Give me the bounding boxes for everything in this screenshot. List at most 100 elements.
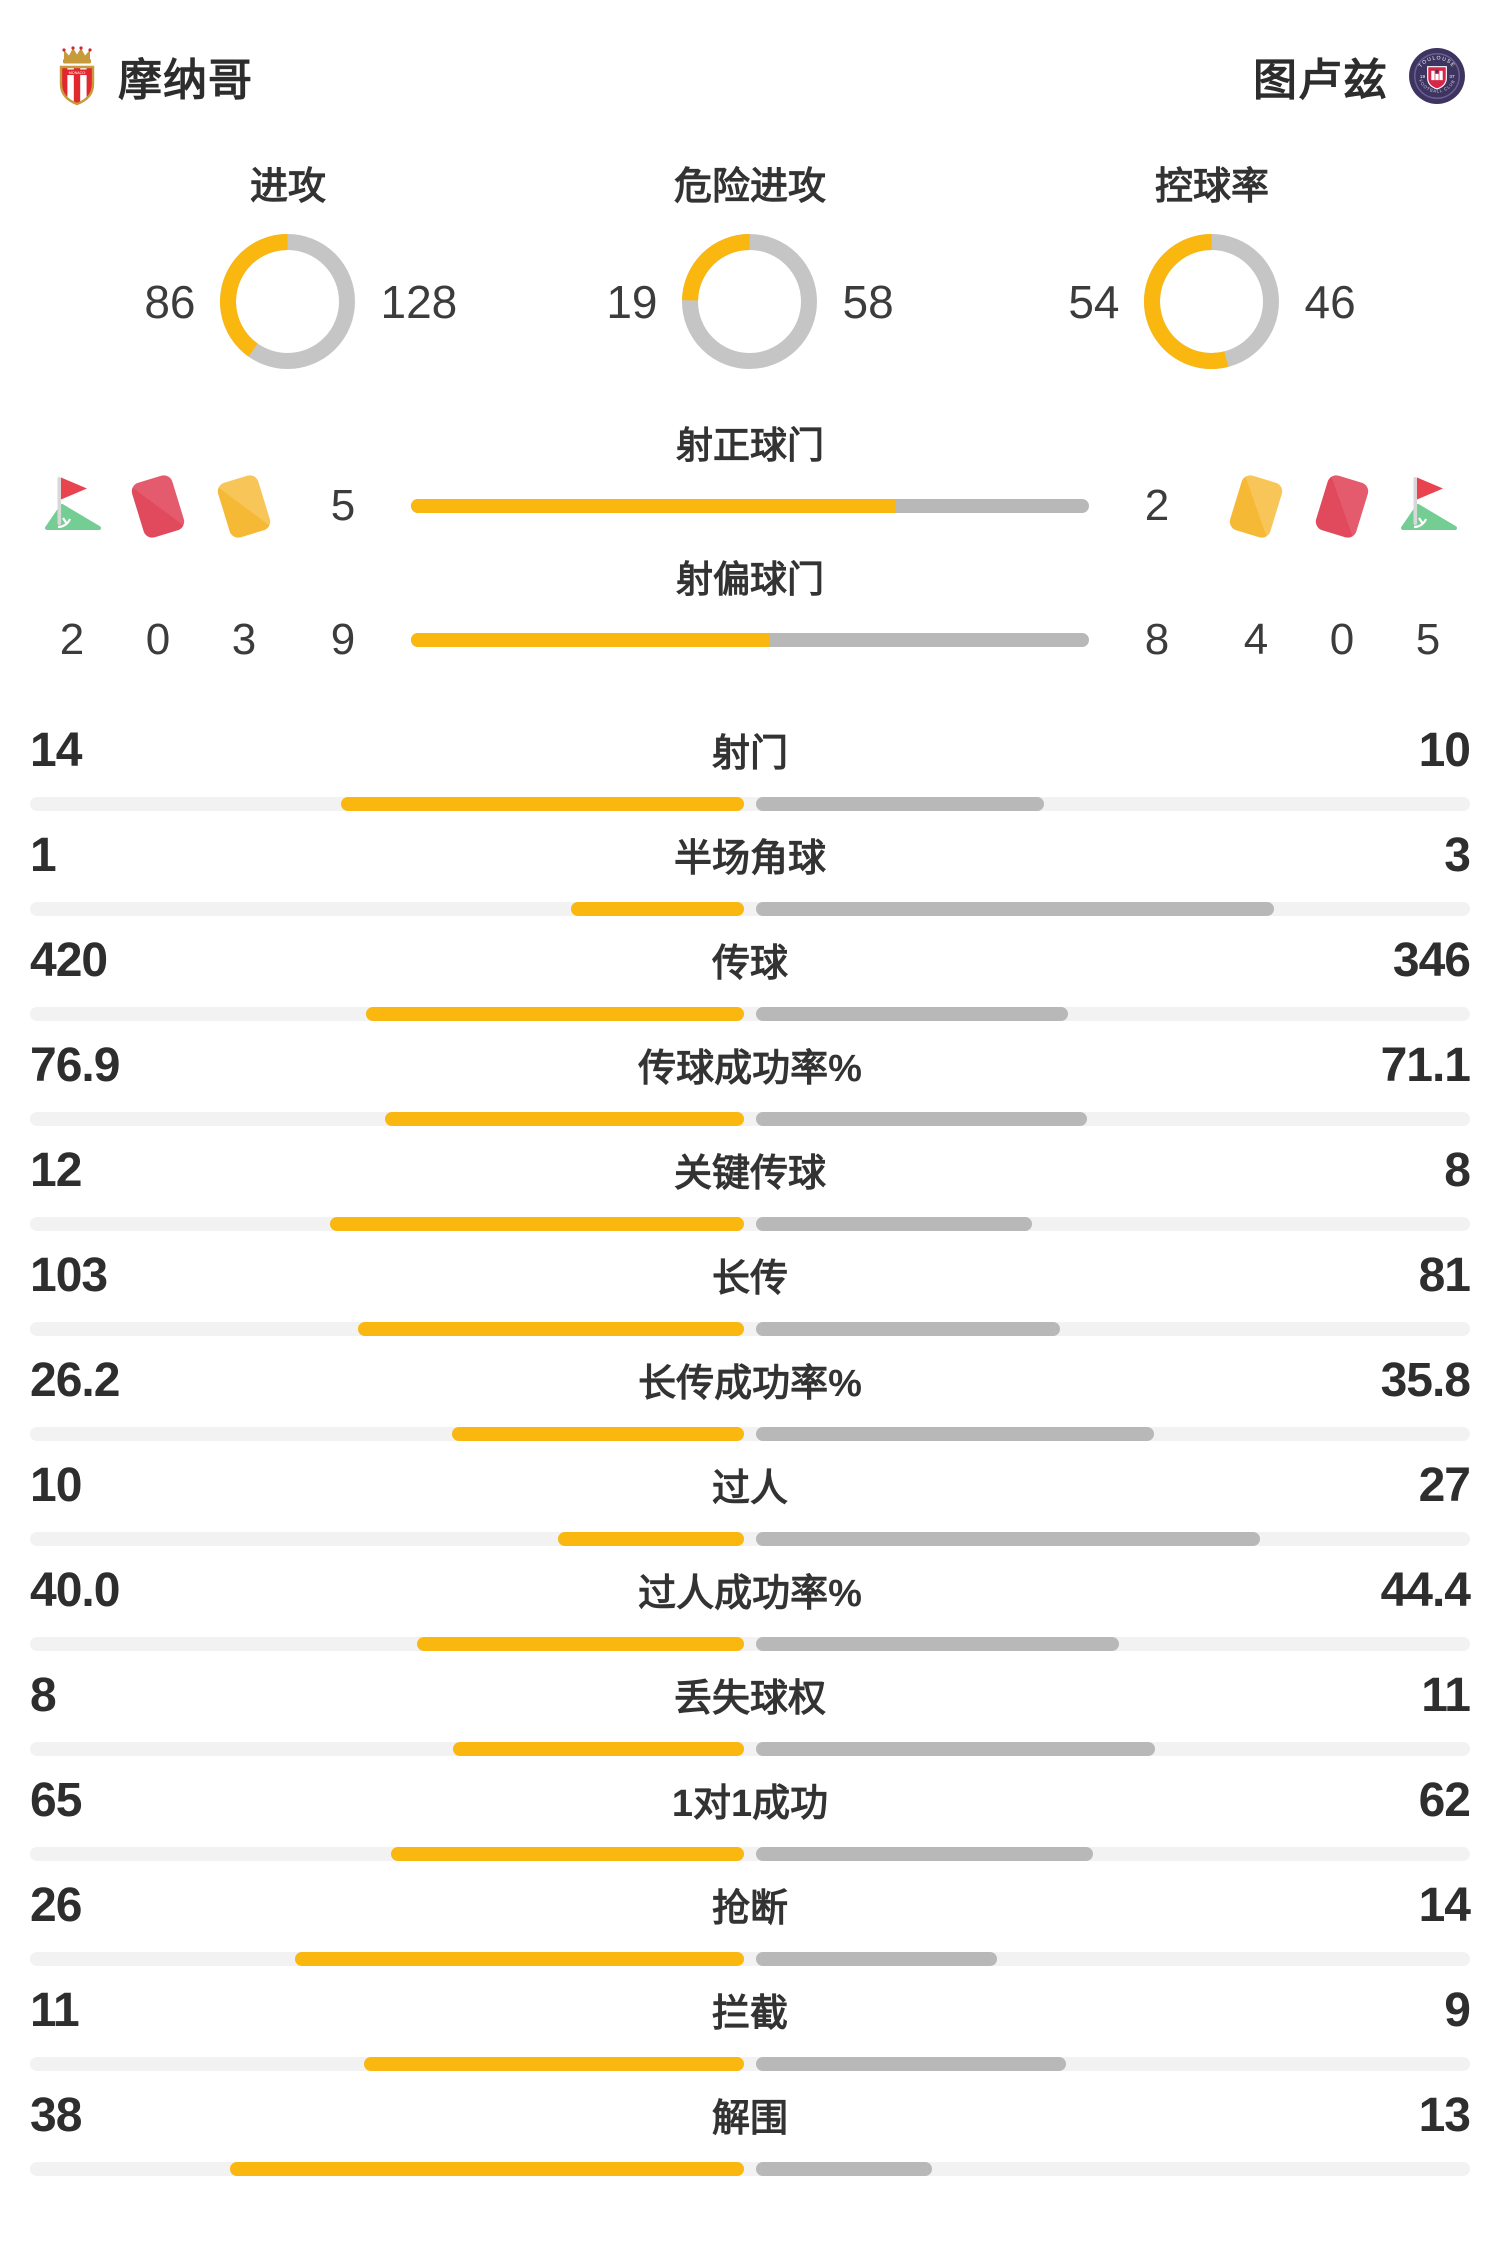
stat-bar-home [453,1742,744,1756]
stat-home-value: 76.9 [30,1039,120,1092]
donut-attacks: 进攻 86 128 [57,164,519,369]
away-red-cards-count: 0 [1329,615,1355,664]
shots-on-target-home: 5 [330,481,356,530]
shots-on-target-away: 2 [1144,481,1170,530]
yellow-card-icon [1227,472,1285,540]
stat-bar-home [358,1322,744,1336]
stat-label: 长传 [711,1258,788,1300]
stat-label: 拦截 [711,1993,788,2035]
stat-bar-track [30,797,1470,811]
stat-bar-home [341,797,744,811]
shots-off-target-home: 9 [330,615,356,664]
stat-row: 14 射门 10 [0,711,1500,816]
stat-away-value: 44.4 [1380,1564,1471,1617]
stat-bar-track [30,1847,1470,1861]
donut-right-value: 46 [1304,275,1356,328]
stat-bar-track [30,1007,1470,1021]
stat-bar-track [30,2057,1470,2071]
donut-title: 控球率 [1154,166,1269,208]
stat-bar-track [30,2162,1470,2176]
stat-label: 过人成功率% [638,1573,862,1615]
stat-away-value: 35.8 [1380,1354,1471,1407]
donut-section: 进攻 86 128 危险进攻 19 58 控球率 54 [0,164,1500,369]
stat-label: 长传成功率% [638,1363,862,1405]
stat-away-value: 3 [1444,829,1471,882]
stat-label: 传球成功率% [638,1048,862,1090]
stat-bar-home [366,1007,744,1021]
stat-bar-away [756,2057,1066,2071]
stat-home-value: 38 [30,2089,82,2142]
stat-bar-track [30,1532,1470,1546]
stat-bar-track [30,1322,1470,1336]
stat-away-value: 62 [1418,1774,1471,1827]
stat-away-value: 13 [1418,2089,1471,2142]
svg-text:·MONACO·: ·MONACO· [68,71,87,75]
svg-text:37: 37 [1449,74,1455,79]
corner-flag-icon [1401,477,1457,530]
stat-bar-home [330,1217,744,1231]
shots-off-target-row: 2 0 3 9 8 4 0 5 [0,605,1500,675]
stat-bar-away [756,1112,1087,1126]
stat-bar-away [756,1742,1155,1756]
stat-home-value: 103 [30,1249,108,1302]
stat-home-value: 14 [30,724,82,777]
stat-bar-track [30,902,1470,916]
stat-away-value: 81 [1418,1249,1471,1302]
stat-row: 10 过人 27 [0,1446,1500,1551]
stat-away-value: 14 [1418,1879,1471,1932]
stat-label: 射门 [711,733,788,775]
toulouse-crest-icon: TOULOUSE FOOTBALL CLUB 19 37 [1409,48,1465,104]
shots-off-target-label: 射偏球门 [676,559,824,600]
stat-bar-home [230,2162,744,2176]
stat-away-value: 8 [1444,1144,1471,1197]
stat-bar-track [30,1952,1470,1966]
svg-text:19: 19 [1420,74,1426,79]
stat-bar-away [756,1637,1119,1651]
stat-away-value: 71.1 [1380,1039,1471,1092]
shots-on-target-label: 射正球门 [676,425,824,466]
stat-home-value: 11 [30,1984,80,2037]
stat-bar-home [385,1112,744,1126]
stat-bar-home [571,902,744,916]
stat-row: 11 拦截 9 [0,1971,1500,2076]
red-card-icon [129,472,187,540]
shots-on-target-row: 5 2 [0,471,1500,541]
stat-away-value: 27 [1418,1459,1471,1512]
stat-bar-away [756,902,1274,916]
shots-off-target-away: 8 [1144,615,1170,664]
home-yellow-cards-count: 3 [231,615,257,664]
stat-home-value: 26.2 [30,1354,120,1407]
away-corners-count: 5 [1415,615,1441,664]
stat-bar-track [30,1637,1470,1651]
stat-home-value: 65 [30,1774,82,1827]
stat-away-value: 10 [1418,724,1471,777]
stat-bar-track [30,1742,1470,1756]
donut-chart [219,234,355,369]
home-red-cards-count: 0 [145,615,171,664]
stat-bar-away [756,1217,1032,1231]
stat-bar-track [30,1217,1470,1231]
stat-bar-home [391,1847,744,1861]
red-card-icon [1313,472,1371,540]
away-team: 图卢兹 TOULOUSE FOOTBALL CLUB 19 37 [1253,44,1466,108]
shots-on-target-bar [411,499,1089,513]
stats-list: 14 射门 10 1 半场角球 3 420 传球 346 [0,711,1500,2181]
stat-home-value: 420 [30,934,108,987]
stat-home-value: 40.0 [30,1564,120,1617]
stat-home-value: 10 [30,1459,82,1512]
home-corners-count: 2 [59,615,85,664]
donut-dangerous-attacks: 危险进攻 19 58 [519,164,981,369]
stat-bar-away [756,1952,997,1966]
donut-possession: 控球率 54 46 [981,164,1443,369]
donut-title: 进攻 [249,166,326,208]
yellow-card-icon [215,472,273,540]
donut-left-value: 54 [1068,275,1120,328]
stat-row: 38 解围 13 [0,2076,1500,2181]
stat-label: 解围 [711,2098,788,2140]
stat-bar-away [756,1007,1068,1021]
donut-left-value: 19 [606,275,658,328]
stat-label: 过人 [711,1468,788,1510]
stat-away-value: 9 [1444,1984,1471,2037]
stat-home-value: 26 [30,1879,82,1932]
stat-row: 65 1对1成功 62 [0,1761,1500,1866]
